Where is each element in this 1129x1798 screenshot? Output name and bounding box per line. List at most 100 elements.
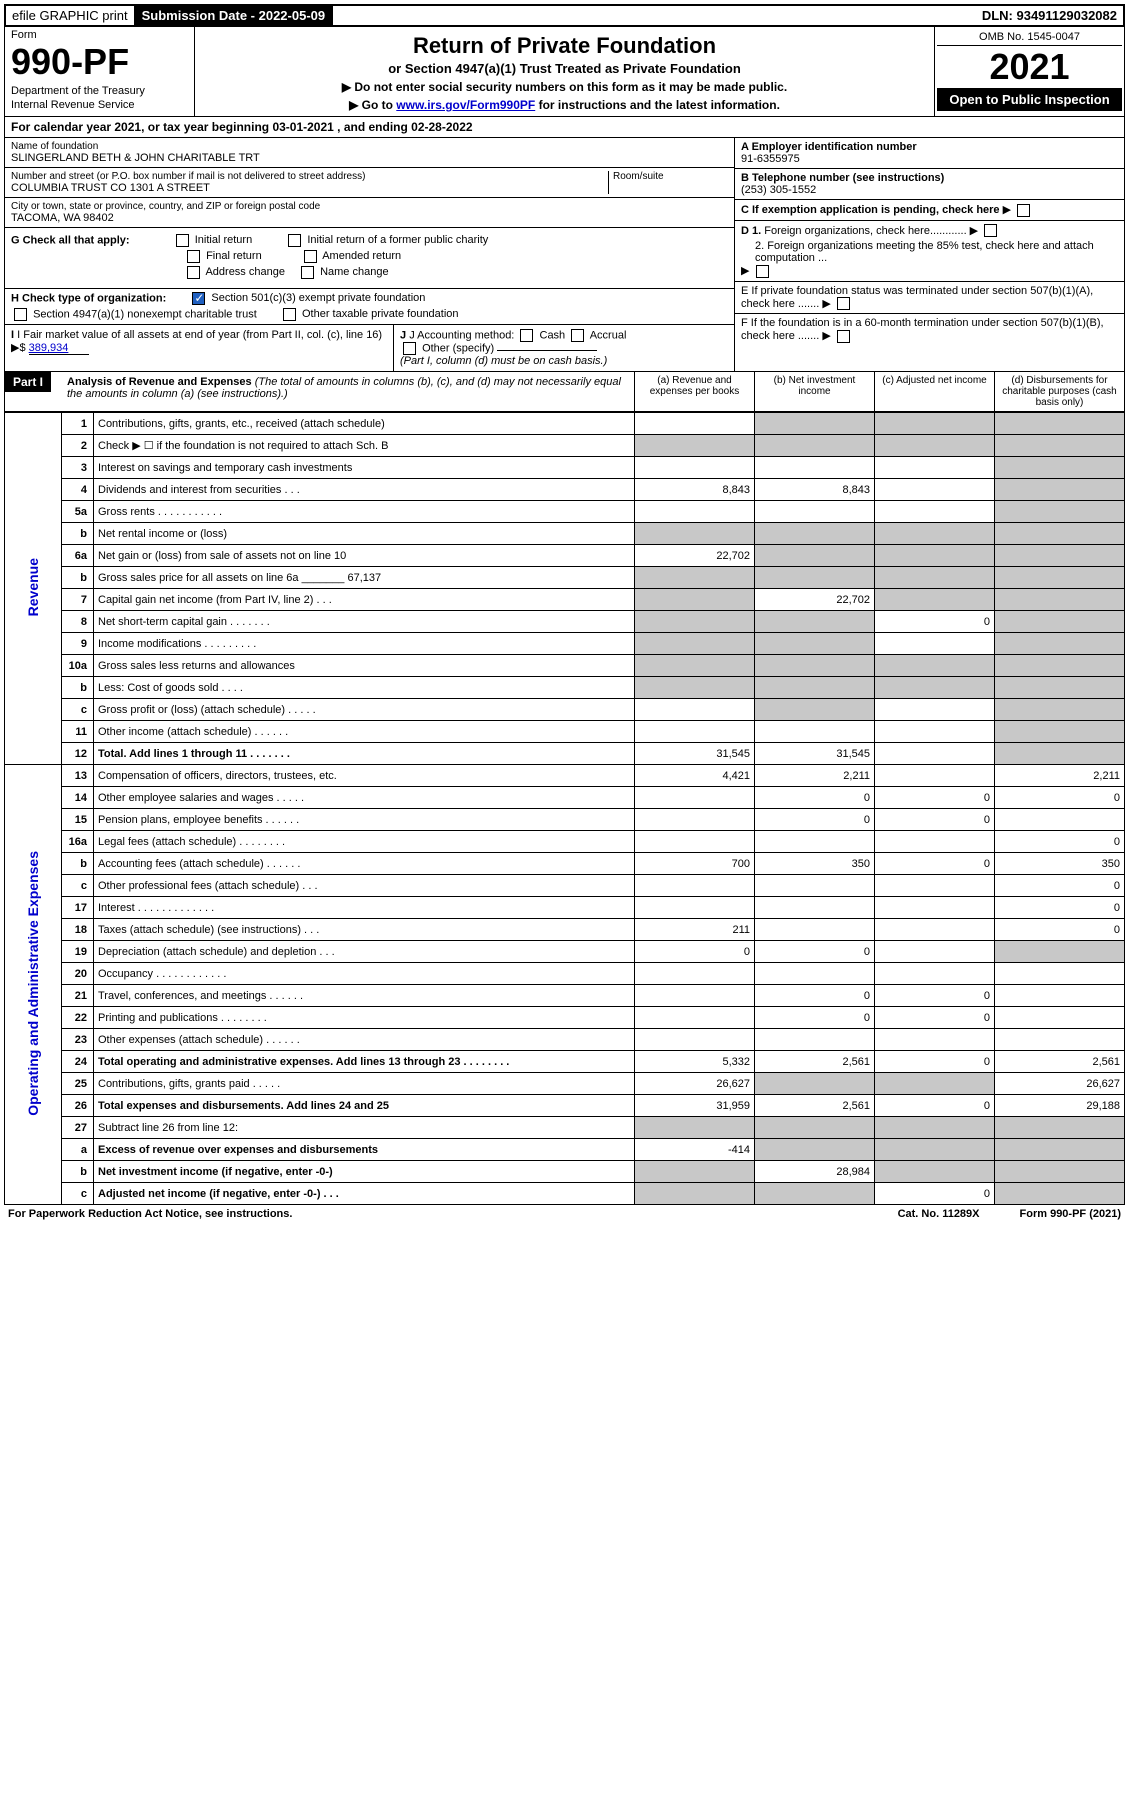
row-description: Interest on savings and temporary cash i… bbox=[94, 457, 635, 479]
checkbox-initial-public[interactable] bbox=[288, 234, 301, 247]
cell-value: 31,545 bbox=[755, 743, 875, 765]
checkbox-exemption[interactable] bbox=[1017, 204, 1030, 217]
row-number: 12 bbox=[62, 743, 94, 765]
cell-value bbox=[635, 413, 755, 435]
form-label: Form bbox=[11, 29, 188, 41]
checkbox-f[interactable] bbox=[837, 330, 850, 343]
row-description: Gross sales less returns and allowances bbox=[94, 655, 635, 677]
cell-value bbox=[995, 1139, 1125, 1161]
cell-value bbox=[995, 523, 1125, 545]
cell-value bbox=[875, 435, 995, 457]
row-description: Pension plans, employee benefits . . . .… bbox=[94, 809, 635, 831]
table-row: 26Total expenses and disbursements. Add … bbox=[5, 1095, 1125, 1117]
checkbox-e[interactable] bbox=[837, 297, 850, 310]
cell-value bbox=[995, 1007, 1125, 1029]
cell-value: 0 bbox=[875, 985, 995, 1007]
cell-value: 0 bbox=[875, 1051, 995, 1073]
checkbox-final[interactable] bbox=[187, 250, 200, 263]
table-row: 25Contributions, gifts, grants paid . . … bbox=[5, 1073, 1125, 1095]
cell-value bbox=[755, 1073, 875, 1095]
cell-value bbox=[995, 963, 1125, 985]
checkbox-name[interactable] bbox=[301, 266, 314, 279]
checkbox-4947[interactable] bbox=[14, 308, 27, 321]
section-h: H Check type of organization: Section 50… bbox=[5, 289, 734, 325]
cell-value bbox=[635, 633, 755, 655]
table-row: Operating and Administrative Expenses13C… bbox=[5, 765, 1125, 787]
table-row: 14Other employee salaries and wages . . … bbox=[5, 787, 1125, 809]
cell-value bbox=[755, 677, 875, 699]
cell-value: 0 bbox=[995, 897, 1125, 919]
checkbox-accrual[interactable] bbox=[571, 329, 584, 342]
row-description: Other employee salaries and wages . . . … bbox=[94, 787, 635, 809]
row-description: Total expenses and disbursements. Add li… bbox=[94, 1095, 635, 1117]
checkbox-other-taxable[interactable] bbox=[283, 308, 296, 321]
cell-value bbox=[995, 699, 1125, 721]
row-number: c bbox=[62, 1183, 94, 1205]
form-title: Return of Private Foundation bbox=[203, 33, 926, 59]
cell-value bbox=[995, 501, 1125, 523]
cell-value bbox=[995, 677, 1125, 699]
row-description: Other expenses (attach schedule) . . . .… bbox=[94, 1029, 635, 1051]
instruction-2: ▶ Go to www.irs.gov/Form990PF for instru… bbox=[203, 98, 926, 112]
table-row: bGross sales price for all assets on lin… bbox=[5, 567, 1125, 589]
city-label: City or town, state or province, country… bbox=[11, 201, 728, 212]
cell-value bbox=[635, 611, 755, 633]
table-row: 15Pension plans, employee benefits . . .… bbox=[5, 809, 1125, 831]
checkbox-other-method[interactable] bbox=[403, 342, 416, 355]
row-description: Subtract line 26 from line 12: bbox=[94, 1117, 635, 1139]
cell-value bbox=[875, 963, 995, 985]
row-description: Contributions, gifts, grants paid . . . … bbox=[94, 1073, 635, 1095]
cell-value bbox=[995, 1029, 1125, 1051]
cell-value bbox=[635, 435, 755, 457]
cell-value: 0 bbox=[875, 1183, 995, 1205]
cell-value bbox=[635, 875, 755, 897]
dept-treasury: Department of the Treasury bbox=[11, 85, 188, 97]
ein-label: A Employer identification number bbox=[741, 141, 1118, 153]
fair-market-value[interactable]: 389,934 bbox=[29, 342, 89, 355]
row-number: 7 bbox=[62, 589, 94, 611]
checkbox-initial[interactable] bbox=[176, 234, 189, 247]
checkbox-address[interactable] bbox=[187, 266, 200, 279]
foundation-name: SLINGERLAND BETH & JOHN CHARITABLE TRT bbox=[11, 152, 728, 164]
top-bar: efile GRAPHIC print Submission Date - 20… bbox=[4, 4, 1125, 27]
cell-value bbox=[755, 721, 875, 743]
table-row: 20Occupancy . . . . . . . . . . . . bbox=[5, 963, 1125, 985]
cell-value bbox=[755, 897, 875, 919]
row-number: 19 bbox=[62, 941, 94, 963]
checkbox-amended[interactable] bbox=[304, 250, 317, 263]
cell-value bbox=[875, 501, 995, 523]
checkbox-cash[interactable] bbox=[520, 329, 533, 342]
cell-value: 0 bbox=[875, 853, 995, 875]
cell-value: 29,188 bbox=[995, 1095, 1125, 1117]
checkbox-d1[interactable] bbox=[984, 224, 997, 237]
cell-value: 0 bbox=[875, 809, 995, 831]
cell-value bbox=[995, 721, 1125, 743]
row-number: b bbox=[62, 567, 94, 589]
cell-value bbox=[875, 1073, 995, 1095]
cell-value bbox=[635, 831, 755, 853]
form-ref: Form 990-PF (2021) bbox=[1020, 1208, 1121, 1220]
row-description: Total operating and administrative expen… bbox=[94, 1051, 635, 1073]
checkbox-d2[interactable] bbox=[756, 265, 769, 278]
tax-year: 2021 bbox=[937, 46, 1122, 88]
checkbox-501c3[interactable] bbox=[192, 292, 205, 305]
cell-value bbox=[995, 1117, 1125, 1139]
irs-link[interactable]: www.irs.gov/Form990PF bbox=[396, 98, 535, 112]
row-description: Depreciation (attach schedule) and deple… bbox=[94, 941, 635, 963]
row-number: c bbox=[62, 699, 94, 721]
cell-value bbox=[995, 633, 1125, 655]
cell-value bbox=[875, 479, 995, 501]
table-row: 10aGross sales less returns and allowanc… bbox=[5, 655, 1125, 677]
address-label: Number and street (or P.O. box number if… bbox=[11, 171, 608, 182]
table-row: cOther professional fees (attach schedul… bbox=[5, 875, 1125, 897]
cell-value bbox=[635, 699, 755, 721]
table-row: 4Dividends and interest from securities … bbox=[5, 479, 1125, 501]
cell-value bbox=[995, 435, 1125, 457]
cell-value bbox=[875, 941, 995, 963]
expenses-side-label: Operating and Administrative Expenses bbox=[5, 765, 62, 1205]
row-number: 15 bbox=[62, 809, 94, 831]
cell-value: 0 bbox=[755, 1007, 875, 1029]
row-number: b bbox=[62, 1161, 94, 1183]
row-description: Gross profit or (loss) (attach schedule)… bbox=[94, 699, 635, 721]
row-description: Compensation of officers, directors, tru… bbox=[94, 765, 635, 787]
